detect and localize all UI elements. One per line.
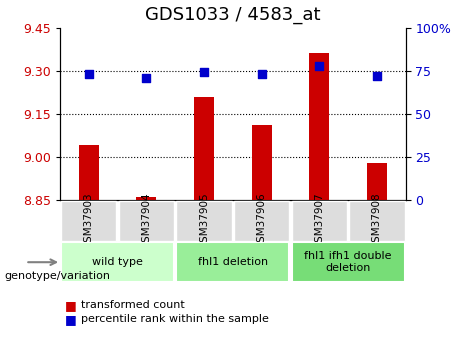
- Text: percentile rank within the sample: percentile rank within the sample: [81, 314, 269, 324]
- Text: ■: ■: [65, 299, 76, 312]
- Point: [258, 71, 266, 77]
- Bar: [79, 146, 99, 200]
- Bar: [309, 53, 329, 200]
- Point: [315, 63, 323, 68]
- Point: [200, 70, 207, 75]
- Title: GDS1033 / 4583_at: GDS1033 / 4583_at: [145, 6, 320, 23]
- Text: GSM37907: GSM37907: [314, 193, 324, 249]
- Text: GSM37904: GSM37904: [142, 193, 151, 249]
- FancyBboxPatch shape: [176, 242, 290, 282]
- Point: [142, 75, 150, 80]
- Point: [373, 73, 381, 79]
- FancyBboxPatch shape: [291, 201, 347, 241]
- FancyBboxPatch shape: [349, 201, 405, 241]
- Text: GSM37903: GSM37903: [84, 193, 94, 249]
- Text: GSM37905: GSM37905: [199, 193, 209, 249]
- Bar: [136, 197, 156, 200]
- Text: fhl1 ifh1 double
deletion: fhl1 ifh1 double deletion: [304, 252, 392, 273]
- Text: fhl1 deletion: fhl1 deletion: [198, 257, 268, 267]
- Text: ■: ■: [65, 313, 76, 326]
- FancyBboxPatch shape: [234, 201, 290, 241]
- Bar: [252, 125, 272, 200]
- Text: transformed count: transformed count: [81, 300, 184, 310]
- Text: GSM37908: GSM37908: [372, 193, 382, 249]
- Text: GSM37906: GSM37906: [257, 193, 266, 249]
- Bar: [367, 163, 387, 200]
- FancyBboxPatch shape: [61, 242, 174, 282]
- Text: genotype/variation: genotype/variation: [5, 271, 111, 281]
- FancyBboxPatch shape: [118, 201, 174, 241]
- FancyBboxPatch shape: [291, 242, 405, 282]
- FancyBboxPatch shape: [61, 201, 116, 241]
- FancyBboxPatch shape: [176, 201, 231, 241]
- Bar: [194, 97, 214, 200]
- Point: [85, 71, 92, 77]
- Text: wild type: wild type: [92, 257, 143, 267]
